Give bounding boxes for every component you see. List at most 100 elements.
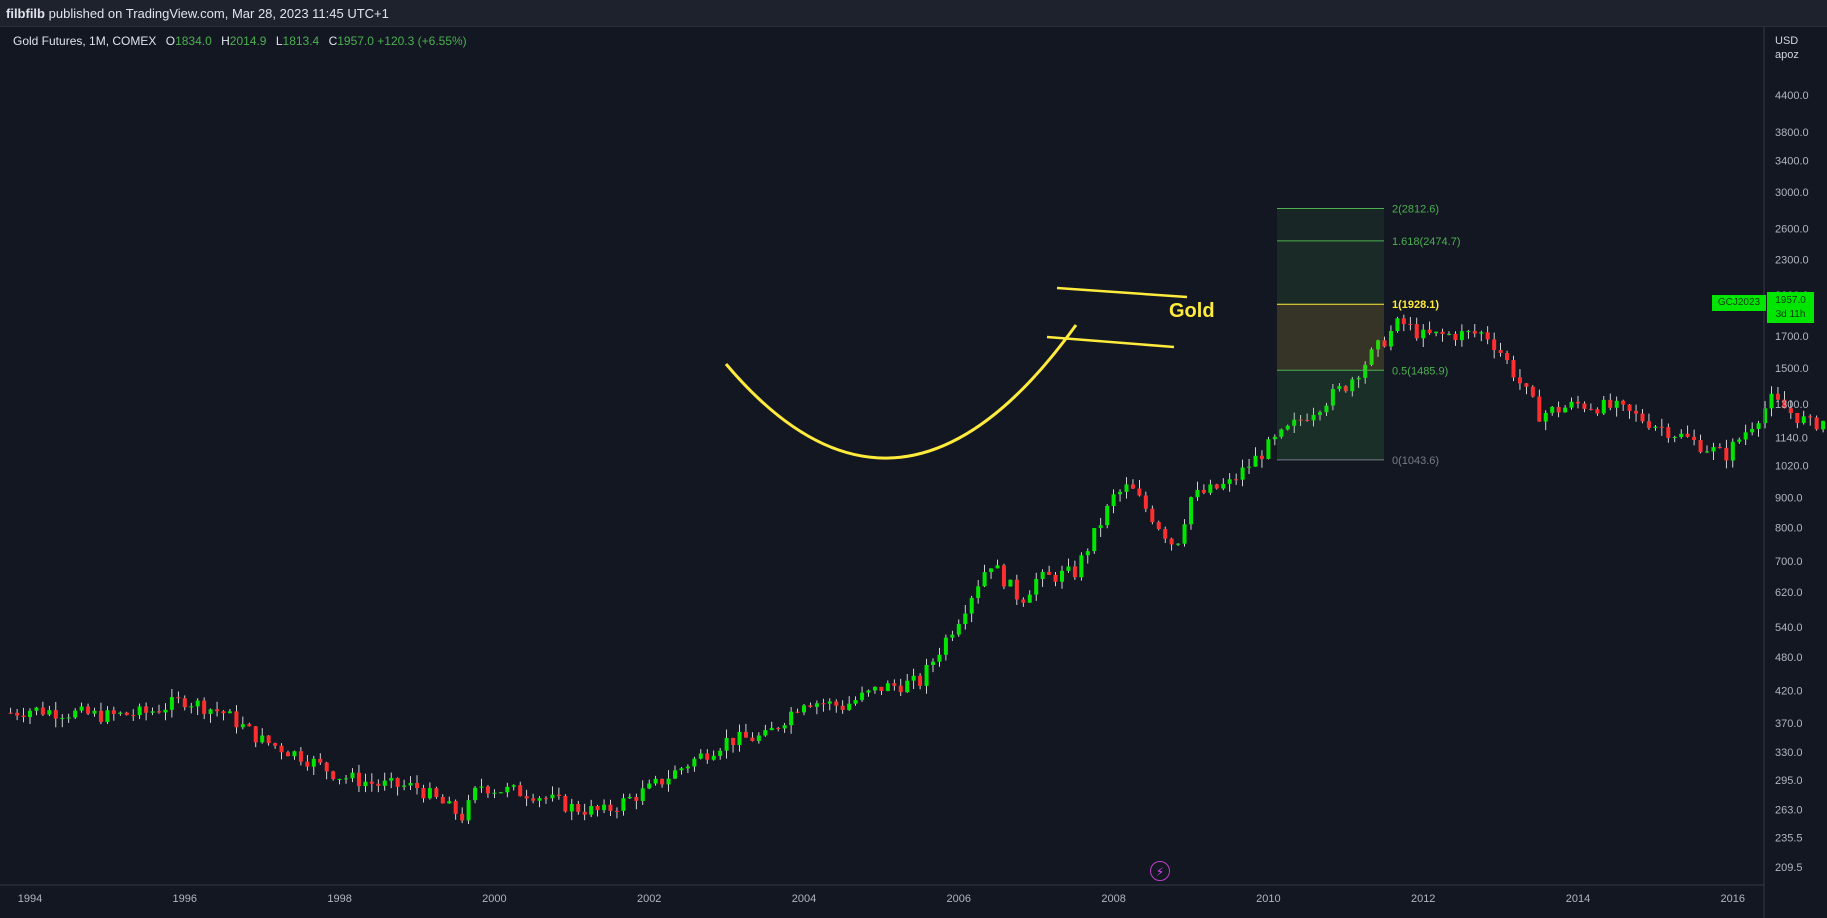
candle-body — [208, 709, 213, 714]
candle-body — [1743, 432, 1748, 440]
candle-body — [266, 735, 271, 744]
pattern-drawings[interactable] — [724, 286, 1188, 460]
candle-body — [163, 709, 168, 713]
lightning-icon[interactable]: ⚡ — [1150, 861, 1170, 881]
candle-body — [937, 654, 942, 662]
time-axis[interactable]: 1994 1996 1998 2000 2002 2004 2006 2008 2010 2012… — [18, 893, 1827, 905]
price-tick-label: 330.0 — [1775, 747, 1803, 759]
candle-body — [718, 750, 723, 756]
candle-body — [1427, 329, 1432, 334]
candle-body — [1601, 399, 1606, 414]
cup-curve[interactable] — [724, 324, 1078, 460]
candle-body — [847, 703, 852, 710]
candle-body — [1466, 331, 1471, 333]
candle-body — [1111, 494, 1116, 506]
candle-body — [1143, 495, 1148, 509]
candle-body — [1337, 386, 1342, 389]
candle-body — [408, 782, 413, 786]
candle-body — [15, 712, 20, 716]
candle-body — [634, 796, 639, 801]
candle-body — [337, 778, 342, 780]
gold-text-annotation[interactable]: Gold — [1169, 300, 1215, 322]
open-value: 1834.0 — [175, 34, 212, 48]
candle-body — [1208, 484, 1213, 493]
candle-body — [1066, 566, 1071, 571]
candle-body — [131, 715, 136, 717]
price-tick-label: 2600.0 — [1775, 223, 1809, 235]
candle-body — [524, 796, 529, 799]
candle-body — [124, 712, 129, 716]
candle-body — [1769, 393, 1774, 409]
candle-body — [382, 780, 387, 786]
candle-body — [795, 711, 800, 713]
candle-body — [976, 586, 981, 598]
candle-body — [1588, 408, 1593, 410]
time-tick-label: 2016 — [1721, 893, 1745, 905]
candle-body — [705, 753, 710, 760]
candle-body — [402, 785, 407, 787]
candle-body — [1659, 426, 1664, 428]
candle-body — [1356, 377, 1361, 380]
candle-body — [576, 804, 581, 812]
candle-body — [1285, 425, 1290, 430]
candle-body — [415, 782, 419, 789]
candle-body — [982, 572, 987, 587]
candle-body — [511, 785, 516, 787]
candle-body — [1401, 318, 1406, 324]
price-axis[interactable]: 4400.03800.03400.03000.02600.02300.02000… — [1775, 90, 1809, 874]
symbol-title[interactable]: Gold Futures, 1M, COMEX — [13, 34, 157, 48]
candle-body — [498, 792, 503, 794]
candle-body — [1092, 528, 1097, 552]
candle-body — [1343, 386, 1348, 392]
candle-body — [105, 710, 110, 722]
candle-body — [556, 794, 561, 797]
time-tick-label: 1994 — [18, 893, 42, 905]
candle-body — [53, 710, 58, 719]
candle-body — [1169, 538, 1174, 545]
candle-body — [872, 686, 877, 691]
time-tick-label: 2014 — [1566, 893, 1590, 905]
candle-body — [453, 801, 458, 814]
candle-body — [518, 785, 523, 797]
low-value: 1813.4 — [282, 34, 320, 48]
channel-top-line[interactable] — [1056, 286, 1188, 299]
candle-body — [1711, 447, 1716, 452]
candle-body — [40, 707, 45, 715]
currency-unit[interactable]: USD apoz — [1775, 34, 1799, 62]
candle-body — [1434, 331, 1439, 334]
candle-body — [621, 798, 626, 811]
last-price-value: 1957.0 — [1775, 295, 1806, 306]
candle-body — [1008, 579, 1013, 587]
price-tick-label: 2300.0 — [1775, 254, 1809, 266]
candle-body — [724, 737, 729, 751]
fib-extension-tool[interactable]: 2(2812.6) 1.618(2474.7) 1(1928.1) 0.5(1485.… — [1277, 203, 1461, 467]
price-tick-label: 620.0 — [1775, 587, 1803, 599]
candle-body — [421, 788, 426, 799]
price-tick-label: 209.5 — [1775, 862, 1803, 874]
candle-body — [776, 727, 781, 729]
price-tick-label: 480.0 — [1775, 652, 1803, 664]
candle-body — [1672, 437, 1677, 439]
candle-body — [1369, 349, 1374, 365]
candle-body — [1517, 377, 1522, 384]
candle-body — [79, 706, 84, 711]
candle-body — [673, 770, 677, 779]
candle-body — [1679, 433, 1684, 438]
candle-body — [544, 798, 548, 800]
candle-body — [369, 781, 374, 784]
price-tick-label: 4400.0 — [1775, 90, 1809, 102]
candle-body — [21, 715, 26, 718]
channel-bottom-line[interactable] — [1046, 335, 1175, 349]
candle-body — [924, 664, 929, 686]
candle-body — [711, 755, 716, 760]
candle-body — [1724, 447, 1729, 461]
candle-body — [782, 725, 787, 729]
candle-body — [1214, 484, 1219, 489]
candle-body — [602, 804, 607, 811]
candle-body — [466, 800, 471, 821]
candle-body — [150, 711, 155, 713]
author-name[interactable]: filbfilb — [6, 6, 45, 21]
published-info: published on TradingView.com, Mar 28, 20… — [48, 6, 389, 21]
candle-body — [66, 717, 71, 719]
